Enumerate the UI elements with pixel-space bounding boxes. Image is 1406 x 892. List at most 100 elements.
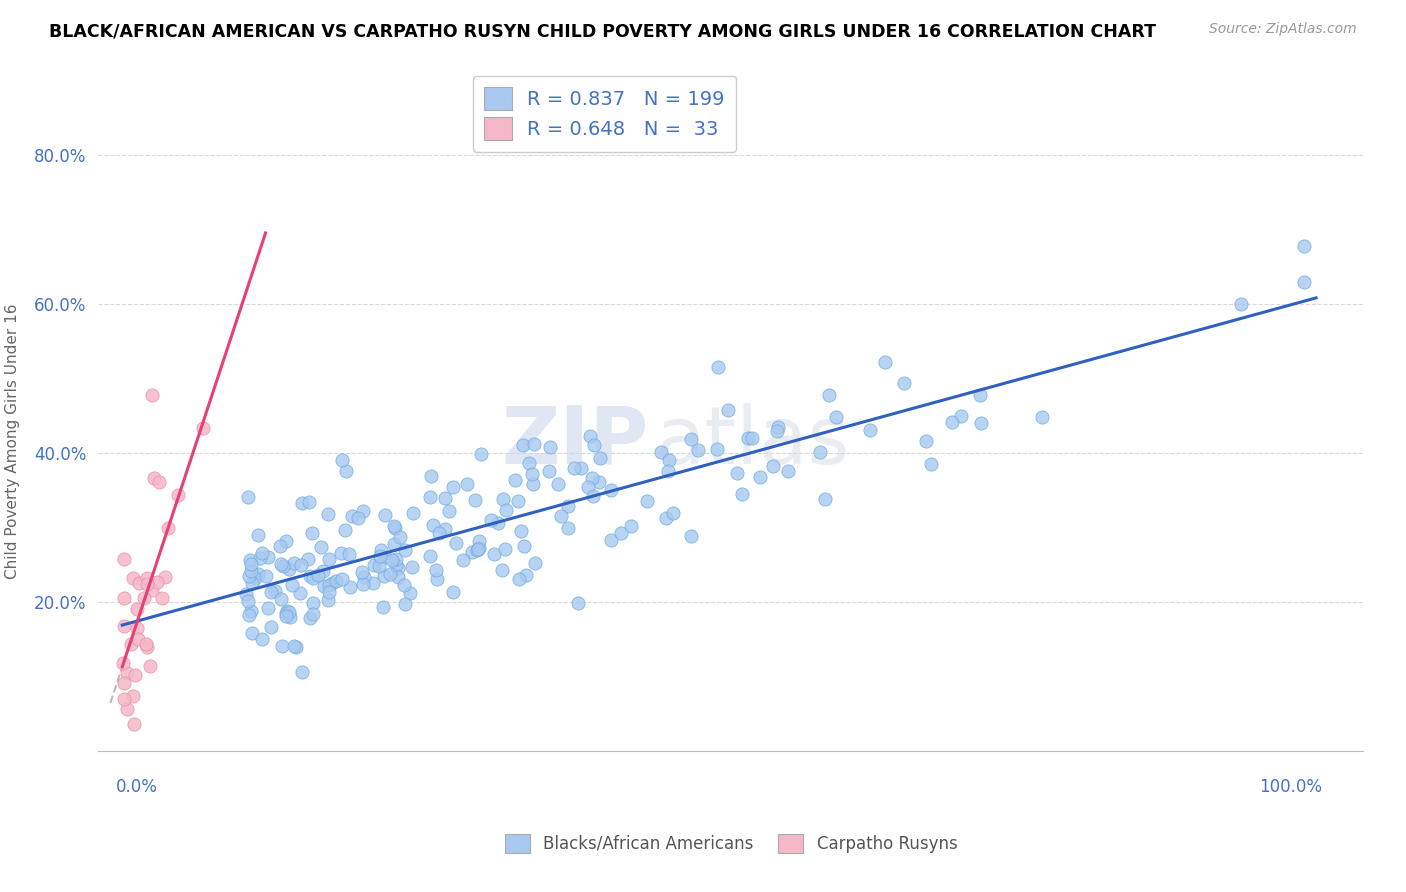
Point	[135, 640, 157, 655]
Point	[588, 475, 610, 489]
Point	[402, 506, 425, 520]
Point	[419, 490, 441, 504]
Point	[145, 575, 167, 590]
Point	[277, 605, 299, 619]
Point	[264, 584, 287, 599]
Point	[143, 471, 166, 485]
Point	[291, 665, 314, 679]
Point	[127, 621, 149, 635]
Point	[112, 591, 135, 605]
Point	[893, 376, 915, 391]
Point	[506, 494, 529, 508]
Point	[576, 480, 599, 494]
Point	[808, 445, 831, 459]
Point	[470, 447, 492, 461]
Text: 0.0%: 0.0%	[117, 778, 159, 796]
Point	[121, 689, 143, 703]
Point	[312, 579, 335, 593]
Point	[373, 568, 395, 582]
Point	[125, 602, 148, 616]
Point	[537, 464, 560, 478]
Text: BLACK/AFRICAN AMERICAN VS CARPATHO RUSYN CHILD POVERTY AMONG GIRLS UNDER 16 CORR: BLACK/AFRICAN AMERICAN VS CARPATHO RUSYN…	[49, 22, 1156, 40]
Point	[298, 494, 321, 508]
Point	[132, 591, 155, 605]
Point	[280, 578, 302, 592]
Point	[298, 611, 321, 625]
Point	[569, 460, 592, 475]
Point	[240, 558, 263, 572]
Point	[419, 549, 441, 563]
Point	[969, 416, 991, 430]
Point	[915, 434, 938, 448]
Point	[309, 541, 332, 555]
Point	[491, 563, 513, 577]
Point	[557, 499, 579, 513]
Point	[707, 359, 730, 374]
Point	[236, 594, 259, 608]
Point	[121, 571, 143, 585]
Point	[254, 569, 277, 583]
Point	[236, 491, 259, 505]
Point	[1230, 297, 1253, 311]
Point	[776, 464, 799, 478]
Point	[547, 477, 569, 491]
Point	[378, 566, 401, 581]
Point	[461, 545, 484, 559]
Point	[246, 567, 269, 582]
Point	[115, 665, 138, 680]
Point	[352, 577, 374, 591]
Point	[252, 632, 274, 647]
Point	[239, 553, 262, 567]
Legend: Blacks/African Americans, Carpatho Rusyns: Blacks/African Americans, Carpatho Rusyn…	[498, 827, 965, 860]
Point	[479, 513, 502, 527]
Point	[283, 556, 305, 570]
Point	[495, 503, 517, 517]
Point	[492, 491, 515, 506]
Point	[688, 443, 710, 458]
Point	[193, 421, 215, 435]
Point	[441, 585, 464, 599]
Point	[657, 464, 679, 478]
Point	[301, 607, 323, 621]
Point	[401, 559, 423, 574]
Point	[766, 419, 789, 434]
Point	[136, 577, 159, 591]
Point	[725, 466, 748, 480]
Point	[522, 437, 544, 451]
Point	[444, 536, 467, 550]
Point	[557, 521, 579, 535]
Point	[240, 626, 263, 640]
Point	[111, 657, 134, 671]
Point	[1294, 239, 1316, 253]
Text: atlas: atlas	[655, 402, 849, 481]
Point	[136, 571, 159, 585]
Point	[620, 519, 643, 533]
Point	[655, 510, 678, 524]
Point	[141, 388, 163, 402]
Point	[238, 569, 260, 583]
Point	[818, 388, 841, 402]
Point	[385, 558, 408, 573]
Point	[425, 563, 447, 577]
Point	[730, 487, 752, 501]
Point	[318, 585, 340, 599]
Point	[394, 542, 416, 557]
Point	[859, 424, 882, 438]
Point	[332, 572, 354, 586]
Point	[112, 552, 135, 566]
Point	[567, 596, 589, 610]
Point	[512, 437, 534, 451]
Point	[259, 620, 281, 634]
Point	[451, 553, 474, 567]
Point	[318, 592, 340, 607]
Point	[384, 521, 406, 535]
Point	[969, 388, 991, 402]
Point	[468, 534, 491, 549]
Point	[325, 574, 347, 589]
Point	[456, 476, 478, 491]
Point	[274, 608, 297, 623]
Point	[941, 415, 963, 429]
Point	[426, 572, 449, 586]
Point	[582, 438, 605, 452]
Point	[352, 504, 374, 518]
